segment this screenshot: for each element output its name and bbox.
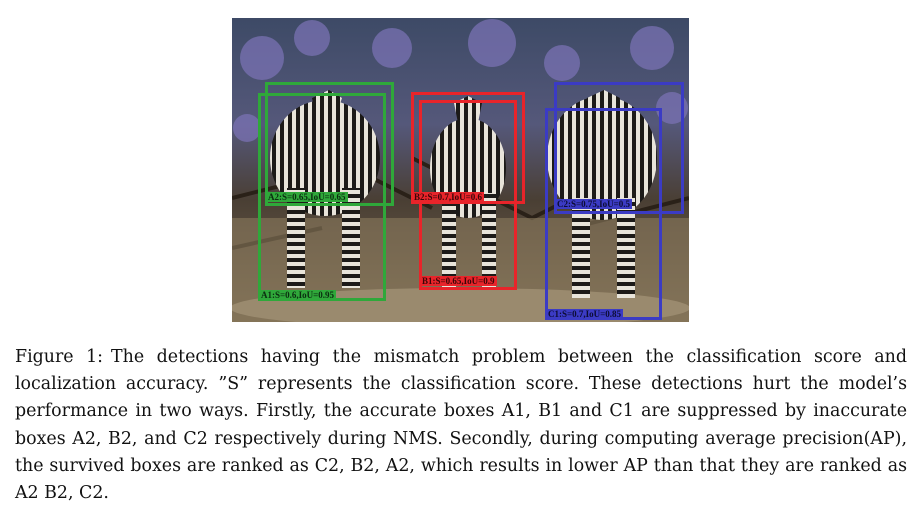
- box-a2: [265, 82, 394, 206]
- zebra-photo: [232, 18, 689, 322]
- label-b2: B2:S=0.7,IoU=0.6: [412, 192, 485, 202]
- box-c2: [554, 82, 684, 214]
- label-b1: B1:S=0.65,IoU=0.9: [420, 276, 497, 286]
- label-a1: A1:S=0.6,IoU=0.95: [259, 290, 337, 300]
- figure-image: A2:S=0.65,IoU=0.65 A1:S=0.6,IoU=0.95 B2:…: [232, 18, 689, 322]
- box-b2: [411, 92, 525, 204]
- caption-label: Figure 1:: [15, 347, 104, 367]
- label-c1: C1:S=0.7,IoU=0.85: [546, 309, 624, 319]
- figure-caption: Figure 1: The detections having the misma…: [15, 344, 907, 507]
- caption-text: The detections having the mismatch probl…: [15, 347, 907, 504]
- box-c1: [545, 108, 662, 320]
- label-c2: C2:S=0.75,IoU=0.5: [555, 199, 633, 209]
- label-a2: A2:S=0.65,IoU=0.65: [266, 192, 348, 202]
